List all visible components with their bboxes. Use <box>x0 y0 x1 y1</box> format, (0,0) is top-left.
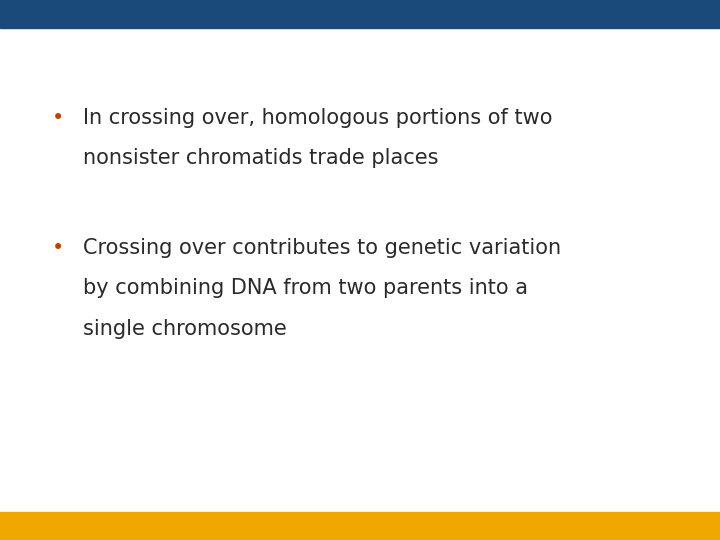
Text: •: • <box>51 108 64 128</box>
Text: In crossing over, homologous portions of two: In crossing over, homologous portions of… <box>83 108 552 128</box>
Bar <box>0 0 720 28</box>
Text: Crossing over contributes to genetic variation: Crossing over contributes to genetic var… <box>83 238 561 258</box>
Text: by combining DNA from two parents into a: by combining DNA from two parents into a <box>83 278 528 298</box>
Bar <box>0 512 720 540</box>
Text: •: • <box>51 238 64 258</box>
Text: single chromosome: single chromosome <box>83 319 287 339</box>
Text: nonsister chromatids trade places: nonsister chromatids trade places <box>83 148 438 168</box>
Text: © 2011 Pearson Education, Inc.: © 2011 Pearson Education, Inc. <box>14 521 192 531</box>
